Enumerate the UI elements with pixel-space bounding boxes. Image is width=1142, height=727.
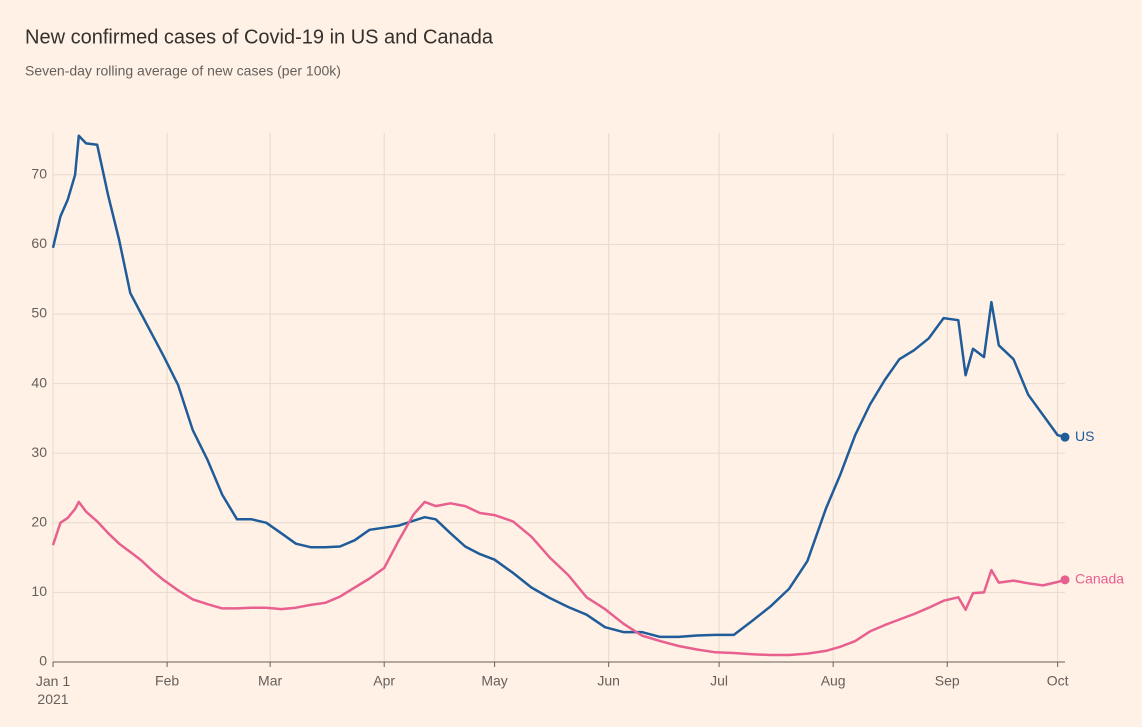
end-point <box>1060 432 1070 442</box>
y-tick-label: 10 <box>31 583 47 599</box>
chart-title: New confirmed cases of Covid-19 in US an… <box>25 26 494 48</box>
y-tick-label: 70 <box>31 165 47 181</box>
y-tick-label: 20 <box>31 513 47 529</box>
end-point <box>1060 575 1070 585</box>
series-label: US <box>1075 428 1094 444</box>
x-tick-label: Jan 1 2021 <box>36 673 70 707</box>
series-label: Canada <box>1075 571 1124 587</box>
y-tick-label: 60 <box>31 235 47 251</box>
x-tick-label: Jun <box>597 673 620 689</box>
x-tick-label: Sep <box>935 673 960 689</box>
x-tick-label: Apr <box>373 673 395 689</box>
x-tick-label: May <box>481 673 507 689</box>
series-line <box>51 134 1066 639</box>
y-tick-label: 50 <box>31 305 47 321</box>
x-tick-label: Mar <box>258 673 282 689</box>
series-line <box>51 500 1066 657</box>
y-tick-label: 40 <box>31 374 47 390</box>
x-tick-label: Aug <box>821 673 846 689</box>
y-tick-label: 0 <box>39 653 47 669</box>
x-tick-label: Jul <box>710 673 728 689</box>
x-tick-label: Feb <box>155 673 179 689</box>
x-tick-label: Oct <box>1047 673 1069 689</box>
y-tick-label: 30 <box>31 444 47 460</box>
chart-subtitle: Seven-day rolling average of new cases (… <box>25 63 341 79</box>
